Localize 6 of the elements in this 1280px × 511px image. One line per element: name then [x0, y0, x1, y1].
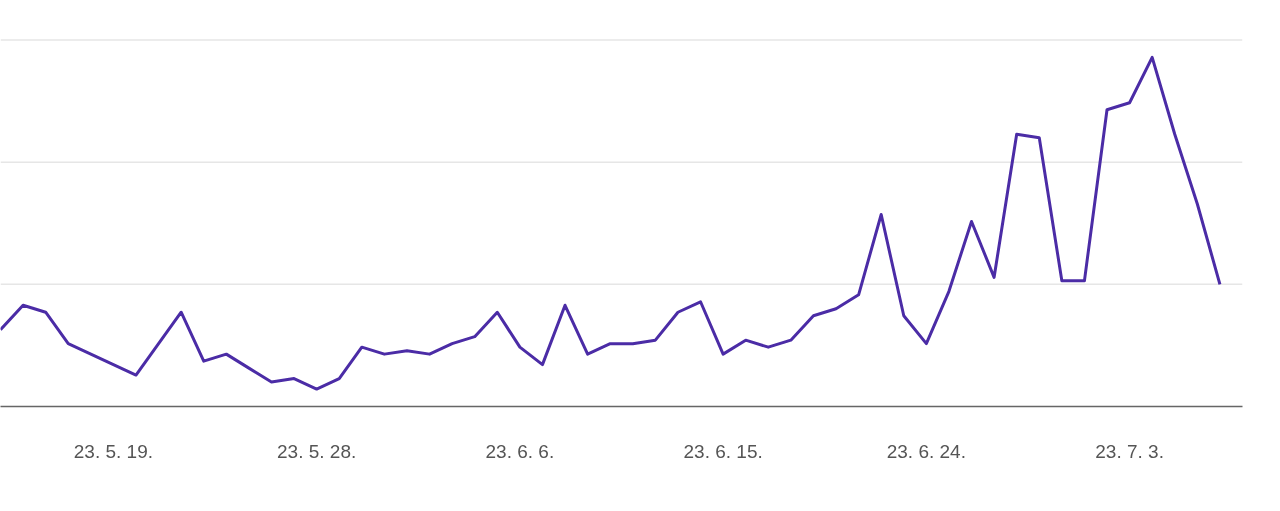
- x-tick-label: 23. 5. 19.: [73, 440, 154, 462]
- x-tick-label: 23. 5. 28.: [277, 440, 357, 462]
- x-tick-label: 23. 6. 15.: [683, 440, 763, 462]
- x-tick-label: 23. 7. 3.: [1095, 440, 1164, 462]
- x-tick-label: 23. 6. 24.: [886, 440, 966, 462]
- x-tick-label: 23. 6. 6.: [485, 440, 555, 462]
